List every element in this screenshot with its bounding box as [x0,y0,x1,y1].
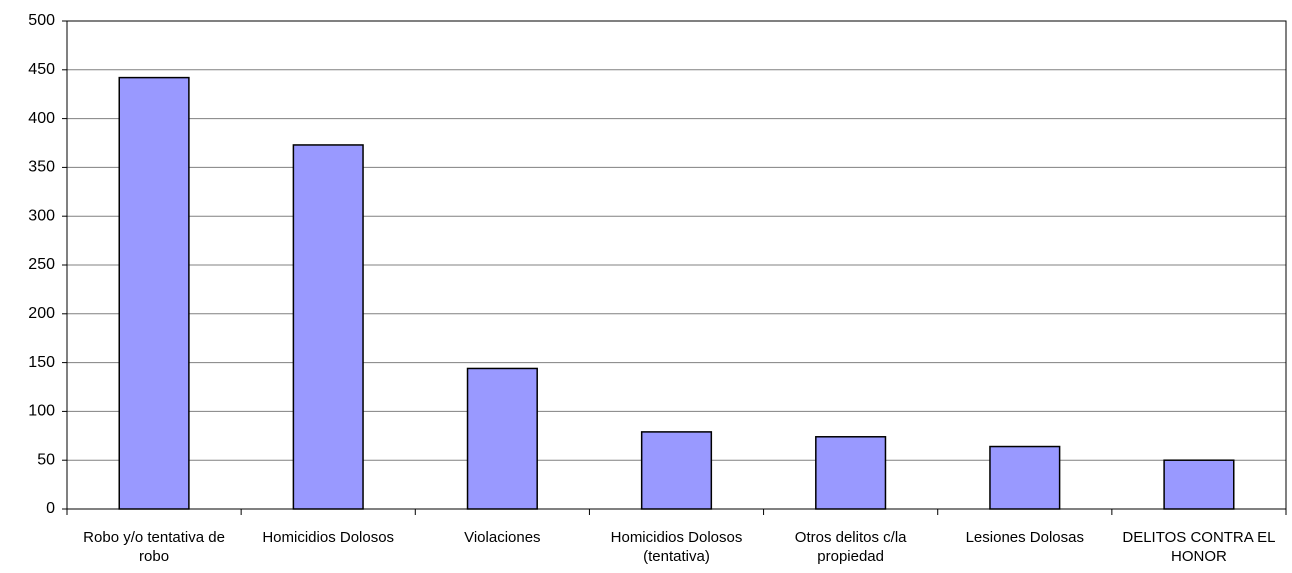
y-tick-label: 300 [28,207,55,224]
x-tick-label: Robo y/o tentativa de robo [83,529,225,565]
x-tick-label: DELITOS CONTRA EL HONOR [1122,529,1276,565]
bar [118,76,190,510]
y-tick-label: 400 [28,110,55,127]
y-tick-label: 150 [28,354,55,371]
y-tick-label: 50 [37,451,55,468]
y-tick-label: 450 [28,61,55,78]
y-tick-label: 350 [28,159,55,176]
bar [1163,459,1235,510]
x-tick-label: Lesiones Dolosas [965,529,1084,546]
bar [466,367,538,510]
bar [292,144,364,510]
y-tick-label: 100 [28,403,55,420]
y-tick-label: 0 [46,500,55,517]
x-tick-label: Homicidios Dolosos [262,529,395,546]
x-tick-label: Homicidios Dolosos (tentativa) [610,529,743,565]
x-tick-label: Otros delitos c/la propiedad [794,529,907,565]
y-tick-label: 500 [28,12,55,29]
y-tick-label: 250 [28,256,55,273]
bar [640,431,713,510]
x-tick-label: Violaciones [464,529,541,546]
bar [815,436,887,510]
y-tick-label: 200 [28,305,55,322]
bar [989,445,1061,510]
